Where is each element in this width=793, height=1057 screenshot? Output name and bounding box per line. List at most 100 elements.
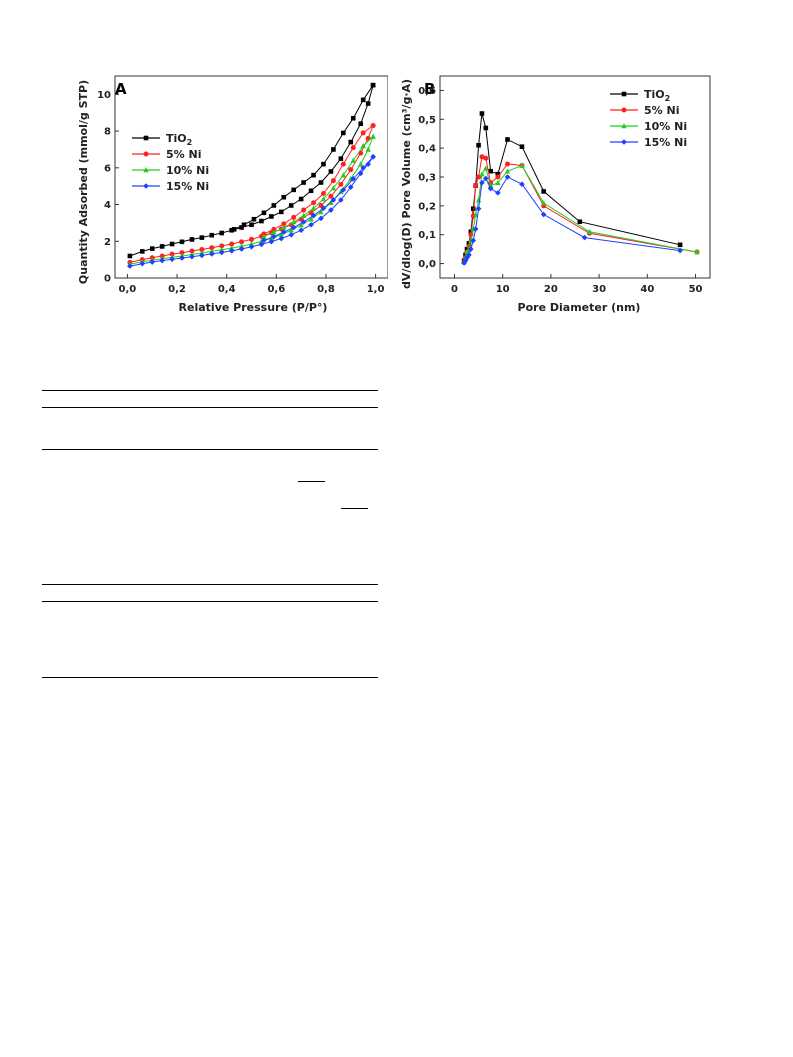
panel-a-data-point (357, 170, 364, 177)
panel-a-data-point (370, 123, 376, 129)
panel-b-data-point (504, 168, 511, 174)
panel-a-data-point (290, 224, 297, 231)
panel-a-data-point (238, 246, 245, 252)
panel-a-data-point (338, 181, 344, 187)
panel-a-data-point (330, 178, 336, 184)
panel-b-legend-label: 5% Ni (644, 104, 679, 117)
panel-b-letter: B (424, 80, 435, 98)
panel-a-data-point (179, 250, 185, 256)
panel-b-x-tick-label: 10 (496, 284, 510, 295)
panel-b-x-tick-label: 50 (689, 284, 703, 295)
panel-b-series-tio2 (461, 111, 683, 263)
panel-b-x-tick-label: 0 (451, 284, 458, 295)
panel-b-y-axis-title: dV/dlog(D) Pore Volume (cm³/g·Å) (402, 79, 413, 289)
panel-b-data-point (483, 165, 489, 171)
panel-b-series-15-ni (461, 174, 683, 266)
panel-b-data-point (541, 189, 546, 194)
panel-b-data-point (483, 125, 489, 131)
panel-a-data-point (238, 243, 245, 249)
panel-a-data-point (271, 229, 277, 235)
panel-b-legend-marker (621, 107, 627, 113)
panel-b-x-tick-label: 20 (544, 284, 558, 295)
panel-a-data-point (298, 196, 304, 202)
panel-a-data-point (199, 247, 205, 253)
panel-a-data-point (310, 212, 317, 219)
panel-a-data-point (360, 165, 366, 171)
panel-a-data-point (340, 172, 347, 178)
panel-a-data-point (280, 229, 287, 235)
panel-b-data-point (472, 226, 479, 232)
panel-a-data-point (140, 249, 145, 254)
panel-a-series-desorption-line (263, 136, 374, 238)
panel-b-y-tick-label: 0,3 (418, 173, 436, 184)
panel-a-data-point (278, 209, 284, 215)
panel-a-data-point (341, 130, 346, 136)
panel-a-data-point (268, 238, 275, 245)
panel-a-x-axis-title: Relative Pressure (P/P°) (179, 301, 328, 314)
panel-a-data-point (281, 221, 287, 227)
panel-a-legend-label: 5% Ni (166, 148, 201, 161)
panel-a-x-tick-label: 0,8 (317, 284, 335, 295)
panel-a-data-point (169, 251, 175, 257)
panel-b-data-point (468, 246, 474, 252)
panel-a-data-point (340, 161, 346, 167)
panel-b-x-tick-label: 30 (592, 284, 606, 295)
panel-a-data-point (288, 203, 294, 208)
panel-b-data-point (470, 237, 477, 244)
panel-a-y-tick-label: 8 (104, 127, 111, 138)
panel-a-data-point (208, 251, 215, 257)
panel-b-data-point (677, 247, 683, 254)
panel-a-data-point (365, 101, 371, 106)
panel-a-x-tick-label: 0,2 (168, 284, 186, 295)
panel-a-data-point (149, 246, 155, 251)
panel-a-data-point (209, 232, 215, 238)
panel-b-data-point (483, 155, 489, 161)
panel-a-data-point (199, 235, 205, 240)
panel-a-data-point (321, 161, 326, 167)
panel-a-data-point (219, 246, 225, 253)
panel-a-axes: 0,0 0,2 0,4 0,6 0,8 1,0 0 2 4 6 8 10 (97, 90, 384, 295)
panel-a-data-point (278, 235, 285, 242)
panel-a-data-point (308, 216, 314, 222)
panel-a-data-point (239, 239, 245, 245)
panel-a-data-point (169, 256, 175, 263)
panel-a-x-tick-label: 0,4 (218, 284, 236, 295)
panel-a-data-point (259, 218, 264, 224)
panel-b-data-point (505, 161, 510, 167)
panel-b-legend-marker (621, 139, 627, 145)
panel-a-y-tick-label: 0 (104, 274, 111, 285)
panel-a-data-point (169, 241, 175, 247)
panel-a-data-point (360, 142, 366, 149)
panel-a-data-point (350, 176, 357, 182)
panel-b-data-point (466, 252, 472, 258)
panel-a-data-point (239, 225, 244, 230)
panel-a-data-point (311, 172, 316, 178)
table-rule-6 (42, 677, 378, 678)
panel-b-data-point (519, 162, 525, 168)
panel-b-data-point (479, 154, 485, 160)
panel-a-data-point (300, 212, 307, 218)
panel-b-data-point (479, 171, 485, 177)
panel-a-legend-marker (143, 183, 149, 189)
panel-a-data-point (331, 147, 336, 152)
panel-a-legend-marker (143, 135, 149, 141)
panel-a-data-point (189, 237, 195, 242)
short-rule-1 (298, 481, 325, 482)
panel-a-data-point (189, 248, 195, 254)
panel-b-chart: B Pore Diameter (nm) dV/dlog(D) Pore Vol… (402, 75, 711, 314)
figure: A Relative Pressure (P/P°) Quantity Adso… (70, 66, 720, 324)
table-rule-2 (42, 407, 378, 408)
panel-a-plot-frame (114, 75, 388, 279)
panel-b-x-axis-title: Pore Diameter (nm) (518, 301, 641, 314)
panel-a-data-point (360, 130, 366, 136)
panel-a-data-point (310, 205, 317, 211)
panel-b-series-line (463, 164, 698, 263)
panel-a-data-point (318, 215, 324, 222)
panel-a-data-point (340, 187, 347, 193)
panel-b-y-tick-label: 0,1 (418, 230, 436, 241)
panel-b-data-point (488, 168, 493, 174)
panel-a-data-point (318, 180, 324, 185)
panel-a-data-point (320, 191, 326, 197)
panel-b-data-point (586, 228, 593, 235)
